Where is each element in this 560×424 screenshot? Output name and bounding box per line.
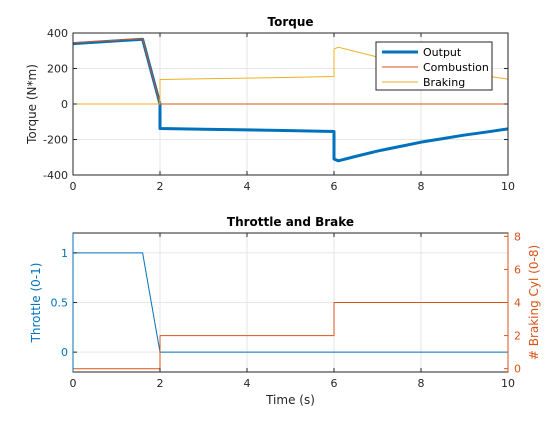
legend-label-combustion: Combustion [423,61,489,74]
y-tick-label: 400 [47,27,68,40]
x-tick-label: 8 [418,377,425,390]
y-right-tick-label: 8 [514,230,521,243]
x-tick-label: 2 [157,377,164,390]
y-axis-label: Torque (N*m) [25,64,39,145]
y-right-tick-label: 6 [514,263,521,276]
x-axis-label: Time (s) [265,393,315,407]
torque-axes: 0 2 4 6 8 10 -400 -200 0 200 400 Torque Torque (N*m)… [25,15,515,193]
legend: Output Combustion Braking [375,41,493,91]
y-tick-label: 0.5 [51,297,69,310]
series-line-output [73,37,508,163]
x-tick-label: 0 [70,377,77,390]
y-tick-label: -200 [43,134,68,147]
y-tick-label: 0 [61,346,68,359]
x-tick-label: 8 [418,180,425,193]
chart-title: Torque [267,15,313,29]
series-line-right-1 [73,302,508,370]
y-tick-label: 0 [61,98,68,111]
series-line-combustion [73,38,508,105]
series-group [73,252,508,370]
y-tick-label: 1 [61,247,68,260]
y-tick-label: -400 [43,169,68,182]
y-right-axis-label: # Braking Cyl (0-8) [527,245,541,360]
y-right-tick-label: 2 [514,330,521,343]
legend-label-braking: Braking [423,76,465,89]
legend-label-output: Output [423,46,462,59]
x-tick-label: 10 [501,377,515,390]
x-tick-label: 4 [244,377,251,390]
chart-title: Throttle and Brake [227,215,354,229]
x-tick-label: 4 [244,180,251,193]
x-tick-label: 10 [501,180,515,193]
x-tick-label: 2 [157,180,164,193]
x-tick-label: 6 [331,180,338,193]
x-tick-label: 6 [331,377,338,390]
y-right-tick-label: 4 [514,297,521,310]
series-line-left-0 [73,252,508,353]
y-right-tick-label: 0 [514,363,521,376]
y-tick-label: 200 [47,63,68,76]
y-axis-label: Throttle (0-1) [29,263,43,344]
x-tick-label: 0 [70,180,77,193]
